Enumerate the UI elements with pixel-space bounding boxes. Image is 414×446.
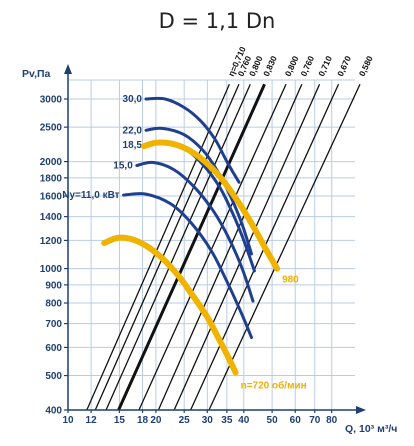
- grid: [67, 79, 355, 411]
- y-tick-label: 600: [45, 343, 62, 354]
- x-tick-label: 70: [309, 415, 321, 426]
- efficiency-label: 0,830: [261, 54, 279, 78]
- efficiency-line: [94, 84, 240, 411]
- tick-labels: 400 500 600 700 800 900 1000 1200 1400 1600 1800 20…: [40, 95, 338, 427]
- x-tick-label: 60: [290, 415, 302, 426]
- y-tick-label: 2500: [40, 123, 63, 134]
- efficiency-line: [157, 84, 303, 411]
- efficiency-label: 0,580: [357, 54, 375, 78]
- power-curve: [135, 160, 255, 303]
- x-tick-label: 30: [202, 415, 214, 426]
- speed-curve: [140, 139, 281, 272]
- speed-curve: [101, 234, 239, 376]
- y-tick-label: 700: [45, 319, 62, 330]
- y-tick-label: 1800: [40, 173, 63, 184]
- y-axis-arrow: [64, 64, 72, 74]
- efficiency-line: [117, 83, 266, 411]
- efficiency-label: 0,760: [298, 54, 316, 78]
- x-axis-arrow: [356, 406, 366, 414]
- x-axis-label: Q, 10³ м³/ч: [345, 423, 397, 435]
- chart-title: D = 1,1 Dn: [159, 9, 276, 33]
- speed-curve-label: 980: [282, 275, 299, 286]
- y-tick-label: 400: [45, 406, 62, 417]
- power-curve: [144, 96, 241, 184]
- efficiency-line: [86, 84, 230, 411]
- power-curve-label: 22,0: [123, 125, 143, 136]
- x-tick-label: 10: [62, 415, 74, 426]
- power-curve-label: 15,0: [113, 160, 133, 171]
- x-tick-label: 20: [150, 415, 162, 426]
- y-tick-label: 1000: [40, 264, 63, 275]
- efficiency-line: [105, 84, 251, 411]
- power-curve-label: 30,0: [123, 94, 143, 105]
- y-axis-label: Pv,Па: [22, 68, 51, 80]
- x-tick-label: 18: [137, 415, 149, 426]
- y-tick-label: 1200: [40, 236, 63, 247]
- y-tick-label: 900: [45, 280, 62, 291]
- x-tick-label: 12: [86, 415, 98, 426]
- power-curve: [144, 126, 253, 256]
- speed-curve-label: n=720 об/мин: [241, 380, 307, 392]
- y-tick-label: 3000: [40, 95, 63, 106]
- power-curve: [122, 192, 253, 339]
- efficiency-line: [138, 84, 287, 411]
- y-tick-label: 800: [45, 299, 62, 310]
- x-tick-label: 40: [238, 415, 250, 426]
- x-tick-label: 15: [114, 415, 126, 426]
- efficiency-lines: [86, 83, 361, 411]
- x-tick-label: 80: [326, 415, 338, 426]
- y-tick-label: 2000: [40, 157, 63, 168]
- efficiency-line: [208, 84, 361, 411]
- x-tick-label: 50: [267, 415, 279, 426]
- x-tick-label: 35: [221, 415, 233, 426]
- y-tick-label: 1400: [40, 212, 63, 223]
- speed-curves: 980 n=720 об/мин: [101, 139, 307, 392]
- power-curve-label: 18,5: [123, 140, 143, 151]
- y-tick-label: 1600: [40, 192, 63, 203]
- efficiency-label: 0,670: [335, 54, 353, 78]
- power-curve-label: Ny=11,0 кВт: [62, 190, 119, 201]
- efficiency-label: 0,710: [316, 54, 334, 78]
- x-tick-label: 25: [179, 415, 191, 426]
- y-tick-label: 500: [45, 371, 62, 382]
